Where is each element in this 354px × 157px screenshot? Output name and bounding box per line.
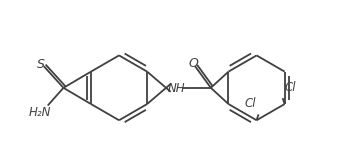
Text: Cl: Cl	[285, 81, 296, 94]
Text: NH: NH	[168, 82, 185, 95]
Text: S: S	[37, 58, 45, 71]
Text: O: O	[188, 57, 198, 70]
Text: Cl: Cl	[245, 97, 256, 110]
Text: H₂N: H₂N	[29, 106, 51, 119]
